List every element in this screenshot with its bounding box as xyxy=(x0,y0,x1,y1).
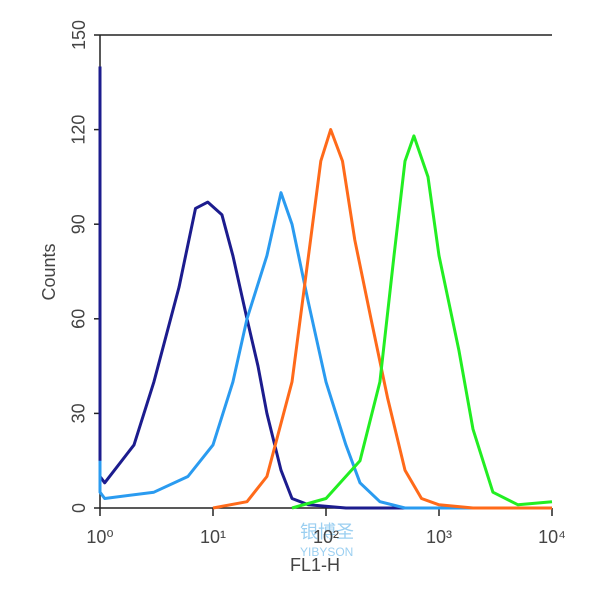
y-tick-label: 90 xyxy=(69,214,89,234)
histogram-line xyxy=(98,191,552,510)
x-tick-label: 10⁰ xyxy=(86,527,113,547)
x-tick-label: 10² xyxy=(313,527,339,547)
y-tick-label: 120 xyxy=(69,115,89,145)
x-tick-label: 10¹ xyxy=(200,527,226,547)
y-axis-label: Counts xyxy=(39,243,59,300)
histogram-line xyxy=(291,134,553,510)
y-tick-label: 0 xyxy=(69,503,89,513)
watermark: 银博圣 xyxy=(300,522,354,542)
x-axis-label: FL1-H xyxy=(290,555,340,575)
y-tick-label: 30 xyxy=(69,403,89,423)
x-tick-label: 10⁴ xyxy=(538,527,566,547)
histogram-line xyxy=(98,66,552,510)
y-tick-label: 150 xyxy=(69,20,89,50)
y-tick-label: 60 xyxy=(69,309,89,329)
x-tick-label: 10³ xyxy=(426,527,452,547)
watermark: YIBYSON xyxy=(300,545,353,559)
histogram-line xyxy=(212,128,552,510)
